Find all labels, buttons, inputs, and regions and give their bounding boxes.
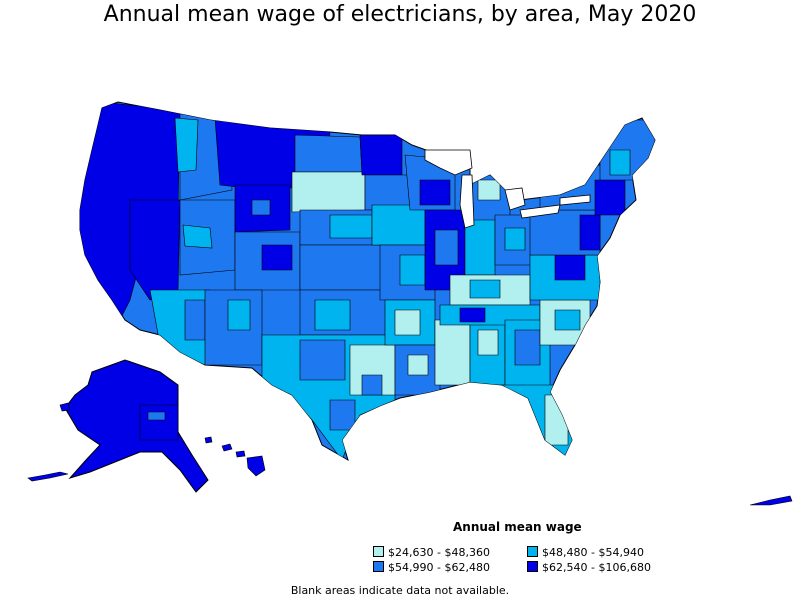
region-mississippi — [434, 319, 471, 386]
legend-item-mid-high: $54,990 - $62,480 — [373, 561, 490, 574]
region-texas-west — [299, 339, 346, 381]
region-florida-east — [544, 394, 569, 446]
legend-title: Annual mean wage — [453, 520, 582, 534]
region-iowa — [371, 204, 426, 246]
legend-item-mid-low: $48,480 - $54,940 — [527, 546, 644, 559]
region-illinois-central — [434, 229, 459, 266]
aleutian-islands — [27, 471, 69, 482]
alaska-anchorage — [147, 411, 166, 421]
region-texas-south — [329, 399, 356, 431]
legend-swatch-high — [527, 561, 538, 572]
region-indiana — [464, 219, 496, 276]
region-louisiana-central — [407, 354, 429, 376]
region-south-dakota — [291, 171, 366, 213]
region-missouri-central — [399, 254, 426, 286]
region-kentucky-central — [469, 279, 501, 299]
region-new-england-west — [609, 149, 631, 176]
region-carolinas-central — [554, 309, 581, 331]
region-michigan-north — [477, 179, 501, 201]
lake-superior — [424, 149, 473, 176]
region-north-dakota — [294, 134, 363, 173]
legend-item-high: $62,540 - $106,680 — [527, 561, 651, 574]
region-nm-central — [227, 299, 251, 331]
lake-michigan — [459, 174, 475, 229]
footnote: Blank areas indicate data not available. — [290, 584, 510, 597]
region-wisconsin-east — [419, 179, 451, 206]
legend-label-mid-high: $54,990 - $62,480 — [388, 561, 490, 574]
region-houston — [361, 374, 383, 396]
alaska-regions — [139, 404, 179, 441]
region-north-idaho — [174, 117, 199, 173]
legend-item-low: $24,630 - $48,360 — [373, 546, 490, 559]
region-philadelphia — [579, 214, 601, 251]
region-nyc-boston — [594, 179, 626, 216]
region-kansas — [299, 244, 386, 291]
legend-swatch-mid-high — [373, 561, 384, 572]
region-nebraska-east — [329, 214, 373, 239]
region-arkansas-central — [394, 309, 421, 336]
alaska-island — [59, 402, 71, 412]
legend-swatch-mid-low — [527, 546, 538, 557]
map-title: Annual mean wage of electricians, by are… — [103, 2, 697, 27]
alaska — [64, 359, 209, 493]
alaska-southcentral — [139, 404, 179, 441]
legend-label-low: $24,630 - $48,360 — [388, 546, 490, 559]
region-oklahoma-west — [314, 299, 351, 331]
region-nashville — [459, 307, 486, 323]
hawaii — [204, 436, 266, 477]
region-dc-area — [554, 254, 586, 281]
conus-regions — [80, 102, 655, 460]
legend-label-mid-low: $48,480 - $54,940 — [542, 546, 644, 559]
region-denver — [261, 244, 293, 271]
region-minnesota-north — [359, 134, 403, 176]
region-phoenix — [184, 299, 206, 341]
puerto-rico — [749, 495, 793, 506]
region-alabama-north — [477, 329, 499, 356]
legend-label-high: $62,540 - $106,680 — [542, 561, 651, 574]
region-atlanta — [514, 329, 541, 366]
lake-huron — [504, 187, 526, 211]
region-wyoming-central — [251, 199, 271, 216]
legend-swatch-low — [373, 546, 384, 557]
region-utah-south — [182, 224, 213, 249]
lake-erie — [519, 204, 561, 219]
lake-ontario — [559, 194, 591, 206]
region-ohio-central — [504, 227, 526, 251]
